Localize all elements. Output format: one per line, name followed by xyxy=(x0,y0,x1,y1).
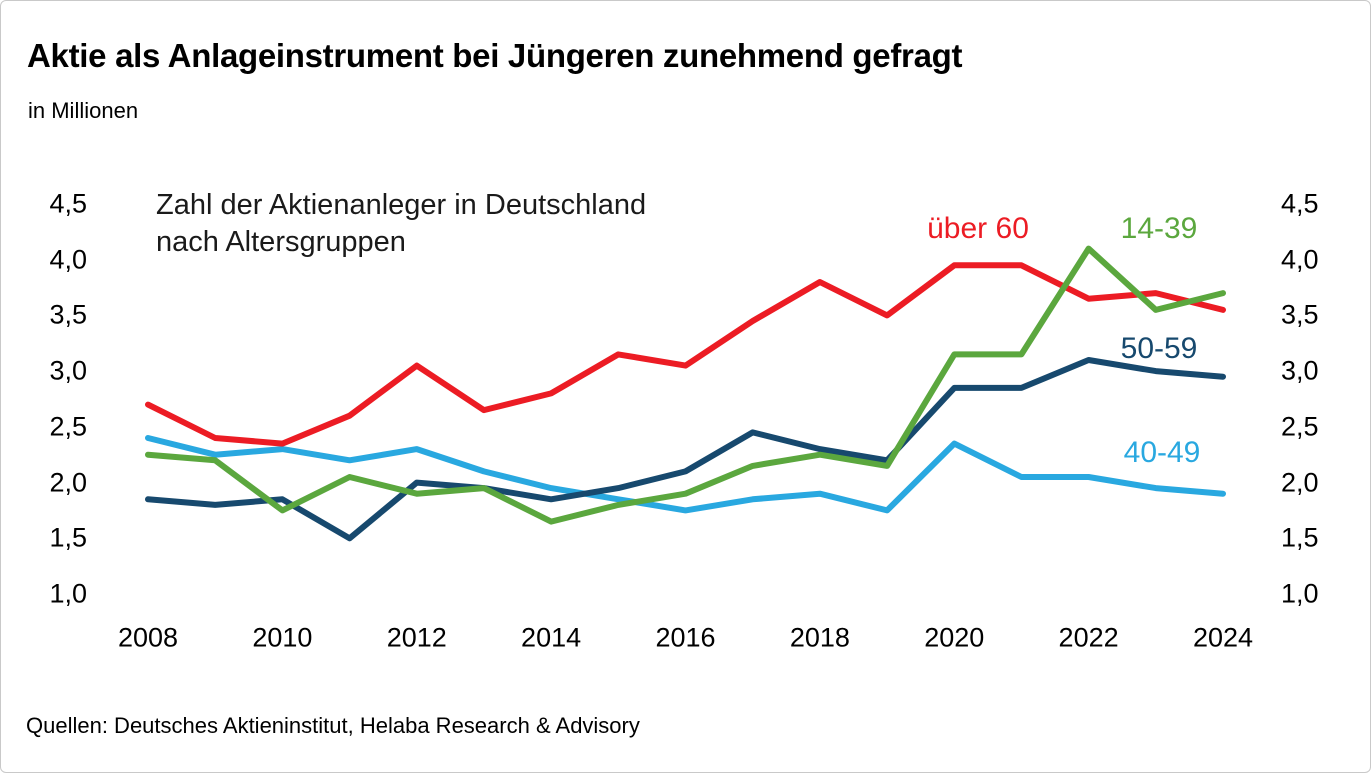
y-tick-label-left: 2,5 xyxy=(49,411,87,442)
x-tick-label: 2008 xyxy=(117,622,179,653)
series-line-50-59 xyxy=(145,357,1226,542)
annotation-line-1: Zahl der Aktienanleger in Deutschland xyxy=(156,189,647,221)
series-line-40-49 xyxy=(145,435,1226,514)
y-tick-label-left: 1,0 xyxy=(49,578,87,609)
series-label-ueber-60: über 60 xyxy=(927,212,1029,245)
y-tick-label-right: 2,0 xyxy=(1281,467,1319,498)
series-line-über-60 xyxy=(145,262,1226,447)
y-tick-label-left: 4,5 xyxy=(49,188,87,219)
y-tick-label-right: 4,0 xyxy=(1281,244,1319,275)
x-tick-label: 2020 xyxy=(924,622,985,653)
y-tick-label-right: 3,0 xyxy=(1281,355,1319,386)
series-label-50-59: 50-59 xyxy=(1120,332,1198,365)
y-tick-label-right: 4,5 xyxy=(1281,188,1319,219)
x-tick-label: 2022 xyxy=(1058,622,1119,653)
page-title: Aktie als Anlageinstrument bei Jüngeren … xyxy=(27,37,963,74)
series-label-14-39: 14-39 xyxy=(1120,212,1198,245)
x-tick-label: 2010 xyxy=(252,622,313,653)
series-label-40-49: 40-49 xyxy=(1123,436,1201,469)
x-tick-label: 2018 xyxy=(789,622,850,653)
series-line-14-39 xyxy=(145,245,1226,525)
source-note: Quellen: Deutsches Aktieninstitut, Helab… xyxy=(26,713,640,738)
x-tick-label: 2024 xyxy=(1192,622,1254,653)
chart-subtitle: in Millionen xyxy=(28,98,139,123)
y-tick-label-left: 2,0 xyxy=(49,467,87,498)
y-tick-label-right: 1,0 xyxy=(1281,578,1319,609)
y-tick-label-left: 4,0 xyxy=(49,244,87,275)
x-tick-label: 2012 xyxy=(386,622,447,653)
y-tick-label-left: 1,5 xyxy=(49,522,87,553)
annotation-line-2: nach Altersgruppen xyxy=(156,226,406,258)
x-tick-label: 2014 xyxy=(521,622,582,653)
y-tick-label-left: 3,0 xyxy=(49,355,87,386)
y-tick-label-left: 3,5 xyxy=(49,299,87,330)
chart-annotation: Zahl der Aktienanleger in Deutschland na… xyxy=(156,187,646,261)
y-tick-label-right: 2,5 xyxy=(1281,411,1319,442)
x-tick-label: 2016 xyxy=(655,622,716,653)
y-tick-label-right: 1,5 xyxy=(1281,522,1319,553)
y-tick-label-right: 3,5 xyxy=(1281,299,1319,330)
